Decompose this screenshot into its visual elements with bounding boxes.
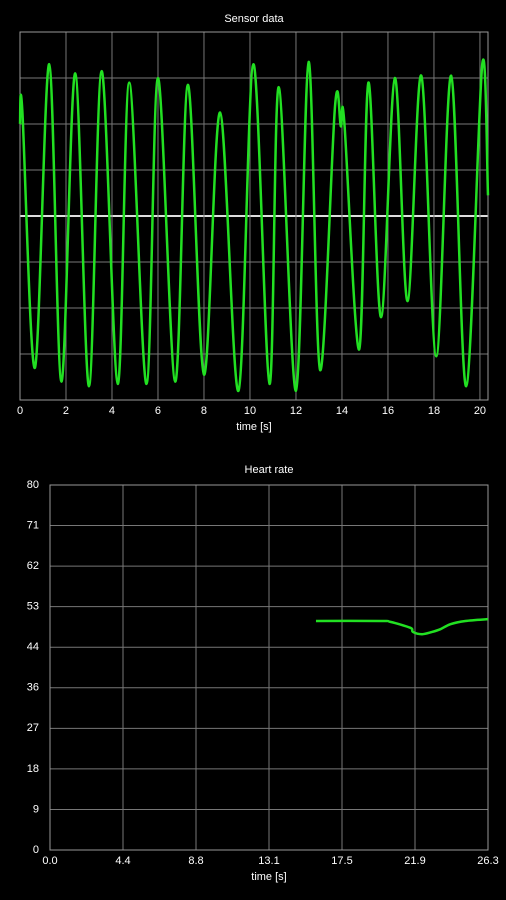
y-tick-label: 80 — [27, 479, 39, 491]
x-tick-label: 2 — [63, 405, 69, 417]
x-tick-label: 16 — [382, 405, 394, 417]
x-tick-label: 8 — [201, 405, 207, 417]
y-tick-label: 18 — [27, 763, 39, 775]
y-tick-label: 0 — [33, 844, 39, 856]
x-tick-label: 4.4 — [115, 855, 130, 867]
x-tick-label: 17.5 — [331, 855, 352, 867]
x-tick-label: 0 — [17, 405, 23, 417]
x-tick-label: 6 — [155, 405, 161, 417]
y-tick-label: 62 — [27, 560, 39, 572]
x-tick-label: 20 — [474, 405, 486, 417]
plot-frame — [49, 484, 489, 851]
y-tick-label: 44 — [27, 641, 39, 653]
y-tick-label: 9 — [33, 803, 39, 815]
x-tick-label: 8.8 — [188, 855, 203, 867]
x-axis-label: time [s] — [251, 871, 286, 883]
x-tick-label: 14 — [336, 405, 348, 417]
y-tick-label: 27 — [27, 722, 39, 734]
y-tick-label: 53 — [27, 601, 39, 613]
x-tick-label: 0.0 — [42, 855, 57, 867]
x-tick-label: 21.9 — [404, 855, 425, 867]
x-tick-label: 4 — [109, 405, 115, 417]
plot-frame — [19, 31, 489, 401]
x-tick-label: 13.1 — [258, 855, 279, 867]
x-tick-label: 12 — [290, 405, 302, 417]
x-tick-label: 10 — [244, 405, 256, 417]
data-line — [18, 58, 490, 393]
x-tick-label: 26.3 — [477, 855, 498, 867]
y-tick-label: 36 — [27, 682, 39, 694]
data-line — [315, 617, 489, 636]
chart-title: Heart rate — [245, 464, 294, 476]
chart-title: Sensor data — [224, 13, 284, 25]
y-tick-label: 71 — [27, 519, 39, 531]
x-axis-label: time [s] — [236, 421, 271, 433]
x-tick-label: 18 — [428, 405, 440, 417]
